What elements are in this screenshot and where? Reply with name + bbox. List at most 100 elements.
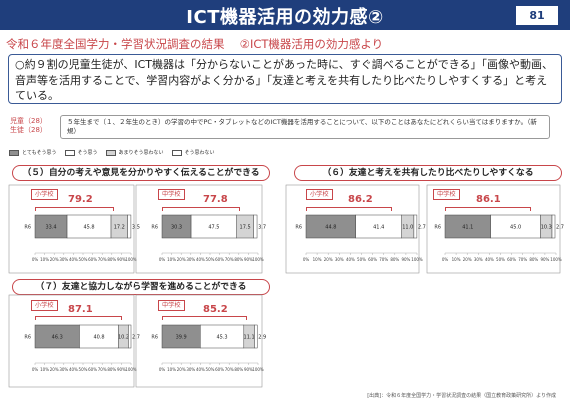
combined-bracket [162,316,247,320]
x-tick-label: 20% [177,257,186,262]
school-label: 中学校 [433,189,460,200]
bar-segment [127,214,132,239]
chart-frame [8,294,135,388]
legend-label: そう思わない [184,150,215,156]
legend-item: そう思う [64,149,98,156]
combined-total: 86.1 [476,194,501,205]
chart-frame [426,184,561,274]
data-label: 10.3 [541,224,552,230]
x-tick-label: 80% [107,257,116,262]
x-tick-label: 80% [529,257,538,262]
legend-item: とてもそう思う [9,149,57,156]
x-tick-label: 70% [225,257,234,262]
legend-swatch [105,149,116,156]
x-tick-label: 0% [159,367,166,372]
summary-box: ○約９割の児童生徒が、ICT機器は「分からないことがあった時に、すぐ調べることが… [8,54,562,104]
x-tick-label: 60% [507,257,516,262]
combined-total: 87.1 [68,304,93,315]
source-note: [出典]：令和６年度全国学力・学習状況調査の結果（国立教育政策研究所）より作成 [367,393,556,399]
data-label: 46.3 [52,334,63,340]
x-tick-label: 20% [177,367,186,372]
target-label: 児童（28） 生徒（28） [10,117,47,135]
data-label: 40.8 [93,334,104,340]
x-tick-label: 10% [167,367,176,372]
data-label: 33.4 [45,224,56,230]
x-tick-label: 20% [50,257,59,262]
x-tick-label: 10% [40,367,49,372]
x-tick-label: 50% [206,257,215,262]
bar-segment [128,324,132,349]
data-label: 45.3 [216,334,227,340]
combined-bracket [445,207,531,211]
data-label: 39.9 [176,334,187,340]
x-tick-label: 70% [98,367,107,372]
x-tick-label: 40% [346,257,355,262]
x-tick-label: 0% [159,257,166,262]
x-tick-label: 20% [50,367,59,372]
x-tick-label: 40% [69,367,78,372]
category-label: R6 [24,225,31,231]
x-tick-label: 40% [485,257,494,262]
data-label: 17.5 [240,224,251,230]
chart-frame [285,184,420,274]
legend-swatch [9,149,19,156]
combined-total: 86.2 [348,194,373,205]
x-tick-label: 80% [390,257,399,262]
x-tick-label: 30% [186,257,195,262]
x-tick-label: 80% [107,367,116,372]
x-tick-label: 100% [252,367,264,372]
x-tick-label: 0% [442,257,449,262]
x-tick-label: 50% [79,367,88,372]
bar-segment [551,214,556,239]
bar-segment [254,324,258,349]
x-tick-label: 30% [335,257,344,262]
x-tick-label: 0% [32,257,39,262]
school-label: 中学校 [158,189,185,200]
bar-segment [253,214,258,239]
bar-segment [413,214,418,239]
legend-label: あまりそう思わない [118,150,164,156]
data-label: 2.7 [418,224,426,230]
data-label: 3.7 [258,224,266,230]
section-5-title: （５）自分の考えや意見を分かりやすく伝えることができる [12,165,270,181]
subtitle: 令和６年度全国学力・学習状況調査の結果 ②ICT機器活用の効力感より [6,37,384,51]
x-tick-label: 50% [357,257,366,262]
legend-item: あまりそう思わない [105,149,164,156]
target-line-1: 児童（28） [10,117,47,125]
combined-total: 77.8 [203,194,228,205]
data-label: 2.9 [258,334,266,340]
header-bar: ICT機器活用の効力感② 81 [0,0,570,30]
x-tick-label: 50% [496,257,505,262]
x-tick-label: 90% [540,257,549,262]
legend-label: とてもそう思う [22,150,57,156]
page-number: 81 [516,6,558,25]
x-tick-label: 100% [125,367,137,372]
x-tick-label: 80% [234,367,243,372]
x-tick-label: 70% [518,257,527,262]
x-tick-label: 50% [79,257,88,262]
target-line-2: 生徒（28） [10,126,47,134]
x-tick-label: 60% [368,257,377,262]
x-tick-label: 60% [215,257,224,262]
x-tick-label: 30% [474,257,483,262]
school-label: 中学校 [158,300,185,311]
data-label: 45.8 [83,224,94,230]
combined-bracket [162,207,240,211]
x-tick-label: 0% [303,257,310,262]
legend-swatch [64,149,75,156]
data-label: 47.5 [208,224,219,230]
data-label: 44.8 [325,224,336,230]
x-tick-label: 90% [401,257,410,262]
chart-frame [8,184,135,274]
category-label: R6 [434,225,441,231]
category-label: R6 [295,225,302,231]
legend-swatch [171,149,182,156]
combined-bracket [306,207,392,211]
x-tick-label: 50% [206,367,215,372]
legend: とてもそう思う そう思う あまりそう思わない そう思わない [9,149,223,156]
section-6-title: （６）友達と考えを共有したり比べたりしやすくなる [294,165,562,181]
x-tick-label: 10% [313,257,322,262]
data-label: 10.2 [118,334,129,340]
x-tick-label: 70% [98,257,107,262]
